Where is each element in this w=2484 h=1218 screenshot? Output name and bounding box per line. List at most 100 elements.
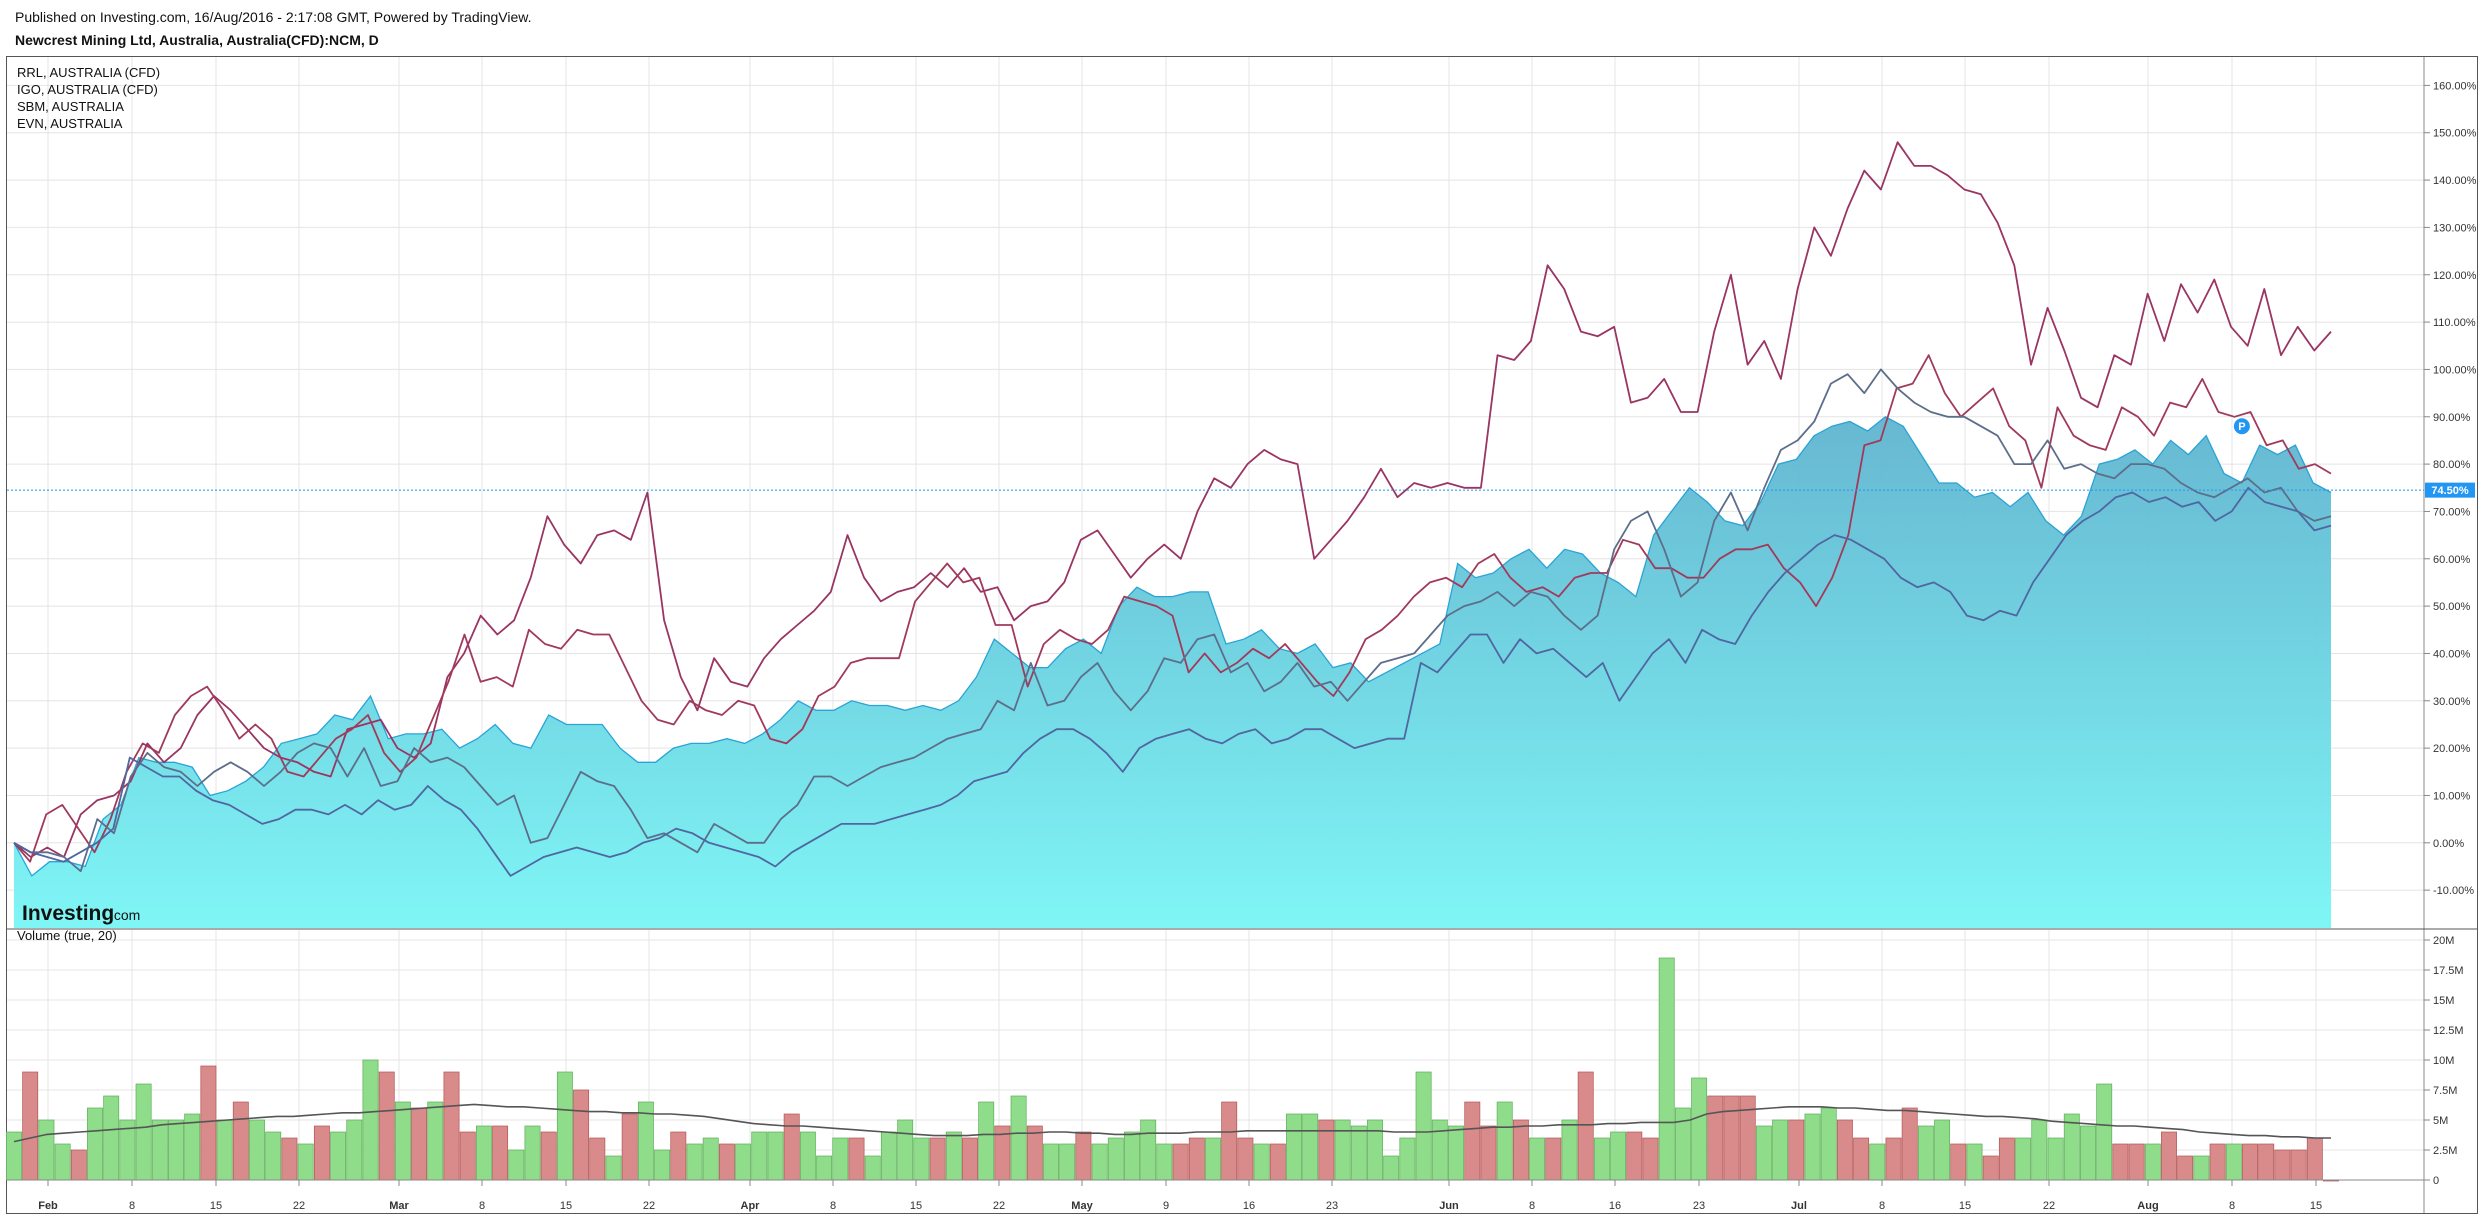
volume-bar-down <box>1739 1095 1756 1181</box>
volume-bar-up <box>2015 1137 2032 1181</box>
volume-bar-up <box>1610 1131 1627 1181</box>
volume-bar-up <box>1820 1107 1837 1181</box>
volume-bar-up <box>2047 1137 2064 1181</box>
volume-bar-up <box>1350 1125 1367 1181</box>
volume-bar-up <box>475 1125 492 1181</box>
time-tick-label: 16 <box>1243 1200 1255 1212</box>
volume-bar-down <box>411 1107 428 1181</box>
volume-bar-up <box>751 1131 768 1181</box>
time-tick-label: 15 <box>1959 1200 1971 1212</box>
current-price-box <box>2425 482 2475 498</box>
volume-bar-up <box>1804 1113 1821 1181</box>
volume-bar-down <box>783 1113 800 1181</box>
investing-logo: Investing .com <box>22 902 140 925</box>
time-tick-label: 8 <box>2229 1200 2235 1212</box>
time-tick-label: 23 <box>1326 1200 1338 1212</box>
volume-bar-up <box>1334 1119 1351 1181</box>
volume-bar-down <box>200 1065 217 1181</box>
volume-bar-up <box>702 1137 719 1181</box>
volume-bar-up <box>1156 1143 1173 1181</box>
current-price-label: 74.50% <box>2431 485 2469 497</box>
current-price-marker: 74.50% <box>7 482 2475 498</box>
volume-bar-down <box>2306 1137 2323 1181</box>
volume-bar-up <box>103 1095 120 1181</box>
time-tick-label: Aug <box>2137 1200 2158 1212</box>
volume-bar-down <box>962 1137 978 1181</box>
volume-bar-up <box>524 1125 541 1181</box>
volume-bar-up <box>1674 1107 1691 1181</box>
volume-bar-down <box>459 1131 476 1181</box>
volume-bars <box>6 957 2339 1182</box>
volume-bar-down <box>929 1137 946 1181</box>
volume-bar-up <box>605 1155 622 1181</box>
volume-bar-up <box>1593 1137 1610 1181</box>
volume-bar-up <box>508 1149 525 1181</box>
volume-bar-down <box>621 1113 638 1181</box>
volume-bar-up <box>151 1119 168 1181</box>
volume-bar-down <box>1707 1095 1724 1181</box>
volume-bar-up <box>1140 1119 1157 1181</box>
volume-bar-up <box>1869 1143 1886 1181</box>
volume-bar-up <box>2193 1155 2210 1181</box>
volume-bar-down <box>70 1149 87 1181</box>
volume-bar-down <box>1188 1137 1205 1181</box>
volume-bar-down <box>1512 1119 1529 1181</box>
chart-frame <box>6 56 2478 1214</box>
volume-bar-down <box>718 1143 735 1181</box>
time-tick-label: 22 <box>643 1200 655 1212</box>
price-area-fill <box>14 416 2331 928</box>
p-marker[interactable]: P <box>2233 418 2250 435</box>
volume-bar-down <box>1480 1125 1497 1181</box>
time-tick-label: 9 <box>1163 1200 1169 1212</box>
price-area-series <box>13 416 2332 928</box>
volume-bar-up <box>897 1119 914 1181</box>
time-tick-label: 8 <box>1879 1200 1885 1212</box>
volume-bar-down <box>22 1071 39 1181</box>
volume-bar-up <box>297 1143 314 1181</box>
volume-bar-up <box>1966 1143 1983 1181</box>
published-note: Published on Investing.com, 16/Aug/2016 … <box>15 9 532 25</box>
p-marker-circle[interactable] <box>2233 418 2250 435</box>
volume-bar-up <box>1286 1113 1302 1181</box>
price-tick-label: 150.00% <box>2433 128 2477 140</box>
volume-bar-up <box>1383 1155 1400 1181</box>
legend-rrl: RRL, AUSTRALIA (CFD) <box>17 65 160 80</box>
time-tick-label: 8 <box>830 1200 836 1212</box>
volume-bar-down <box>1642 1137 1659 1181</box>
time-tick-label: Jul <box>1791 1200 1807 1212</box>
volume-bar-up <box>556 1071 573 1181</box>
price-axis-ticks: -10.00% 0.00% 10.00% 20.00% 30.00% 40.00% 50.0… <box>2424 80 2477 897</box>
price-tick-label: 40.00% <box>2433 648 2471 660</box>
volume-axis-ticks: 0 2.5M 5M 7.5M 10M 12.5M 15M 17.5M 20M <box>2424 935 2464 1187</box>
volume-bar-down <box>492 1125 509 1181</box>
volume-bar-down <box>443 1071 460 1181</box>
time-tick-label: May <box>1071 1200 1093 1212</box>
legend-evn: EVN, AUSTRALIA <box>17 116 123 131</box>
volume-bar-down <box>378 1071 395 1181</box>
volume-bar-up <box>330 1131 347 1181</box>
volume-bar-down <box>1545 1137 1562 1181</box>
volume-bar-up <box>1124 1131 1140 1181</box>
time-tick-label: 8 <box>479 1200 485 1212</box>
volume-bar-up <box>864 1155 881 1181</box>
volume-bar-up <box>184 1113 201 1181</box>
volume-bar-down <box>2242 1143 2258 1181</box>
volume-bar-down <box>1626 1131 1643 1181</box>
price-tick-label: 130.00% <box>2433 222 2477 234</box>
volume-tick-label: 20M <box>2433 935 2454 947</box>
volume-bar-up <box>832 1137 849 1181</box>
volume-bar-down <box>848 1137 865 1181</box>
volume-bar-up <box>1561 1119 1578 1181</box>
legend-sbm: SBM, AUSTRALIA <box>17 99 124 114</box>
volume-bar-down <box>573 1089 590 1181</box>
igo-line <box>13 354 2332 863</box>
volume-bar-down <box>1075 1131 1092 1181</box>
chart-title: Newcrest Mining Ltd, Australia, Australi… <box>15 32 379 48</box>
price-tick-label: -10.00% <box>2433 885 2474 897</box>
price-tick-label: 80.00% <box>2433 459 2471 471</box>
volume-bar-down <box>2112 1143 2129 1181</box>
volume-bar-up <box>362 1059 379 1181</box>
volume-bar-up <box>216 1119 233 1181</box>
volume-bar-up <box>1253 1143 1270 1181</box>
